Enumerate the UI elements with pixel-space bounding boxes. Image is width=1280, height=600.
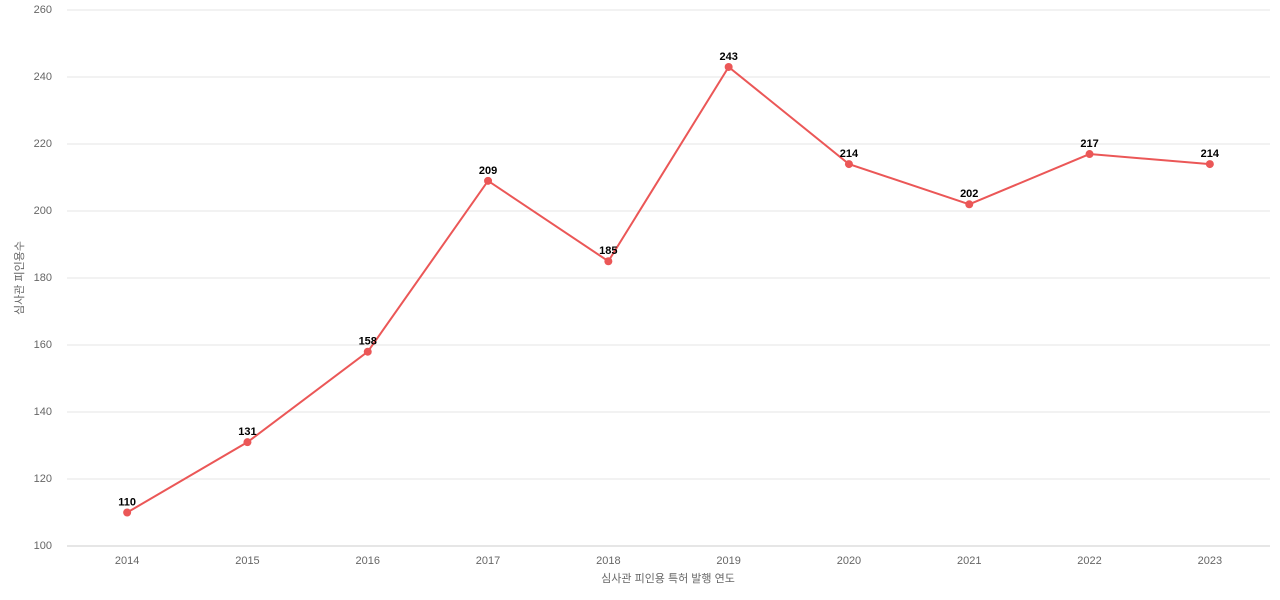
data-point [604,257,613,266]
y-tick-label: 160 [34,339,52,351]
y-tick-label: 220 [34,138,52,150]
data-point [844,160,853,169]
data-point [1205,160,1214,169]
data-label: 214 [840,148,859,160]
data-label: 110 [118,496,136,508]
data-label: 214 [1201,148,1220,160]
y-tick-label: 260 [34,4,52,16]
data-label: 158 [359,336,377,348]
y-axis-label: 심사관 피인용수 [13,241,26,315]
x-tick-label: 2017 [476,555,500,567]
data-point [484,176,493,185]
data-point [724,62,733,71]
data-point [965,200,974,209]
y-tick-label: 140 [34,406,52,418]
x-tick-label: 2022 [1077,555,1101,567]
x-tick-label: 2020 [837,555,861,567]
data-label: 217 [1080,138,1098,150]
x-tick-label: 2018 [596,555,620,567]
data-point [123,508,132,517]
data-point [1085,150,1094,159]
data-label: 209 [479,165,497,177]
x-tick-label: 2014 [115,555,139,567]
y-tick-label: 180 [34,272,52,284]
y-tick-label: 100 [34,540,52,552]
x-tick-label: 2015 [235,555,259,567]
x-tick-label: 2023 [1198,555,1222,567]
y-tick-label: 200 [34,205,52,217]
data-label: 202 [960,188,978,200]
y-tick-label: 120 [34,473,52,485]
x-tick-label: 2021 [957,555,981,567]
y-tick-label: 240 [34,71,52,83]
data-label: 185 [599,245,617,257]
x-axis-label: 심사관 피인용 특허 발행 연도 [601,572,735,585]
x-tick-label: 2019 [716,555,740,567]
data-label: 131 [238,426,256,438]
data-line [126,65,1210,514]
data-point [243,438,252,447]
x-tick-label: 2016 [356,555,380,567]
data-point [363,347,372,356]
data-label: 243 [719,51,737,63]
